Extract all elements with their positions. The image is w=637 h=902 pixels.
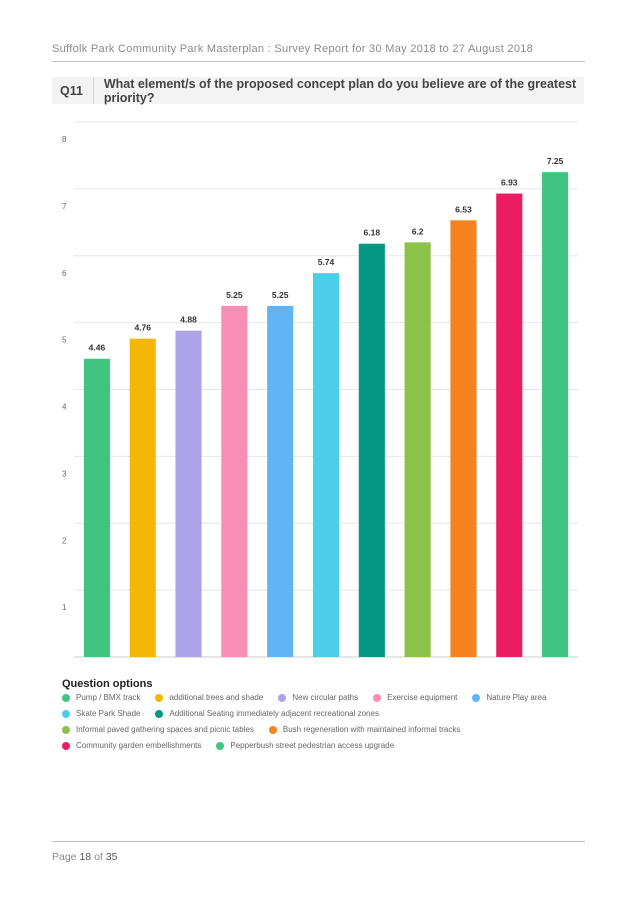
legend-swatch-icon — [278, 693, 287, 702]
legend-item: Additional Seating immediately adjacent … — [155, 709, 379, 718]
page-prefix: Page — [52, 851, 77, 863]
legend-swatch-icon — [62, 741, 70, 750]
bar — [312, 273, 340, 657]
legend-swatch-icon — [155, 693, 164, 702]
bar — [542, 172, 569, 657]
page-of: of — [94, 851, 103, 863]
bar — [450, 220, 477, 657]
bar-value-label: 4.88 — [180, 315, 197, 325]
bar-value-label: 5.25 — [272, 290, 289, 300]
legend-item: additional trees and shade — [155, 693, 263, 702]
bar — [129, 338, 156, 657]
legend-label: Pepperbush street pedestrian access upgr… — [230, 741, 395, 750]
legend-item: New circular paths — [278, 693, 358, 702]
bar — [358, 243, 385, 657]
legend-label: Nature Play area — [486, 693, 547, 702]
legend-item: Pump / BMX track — [62, 693, 140, 702]
legend-label: Pump / BMX track — [76, 693, 141, 702]
y-tick-label: 7 — [62, 202, 67, 211]
bar-value-label: 5.25 — [226, 290, 243, 300]
legend-item: Informal paved gathering spaces and picn… — [62, 725, 254, 734]
legend-label: Informal paved gathering spaces and picn… — [76, 725, 254, 734]
bar-value-label: 4.46 — [89, 343, 106, 353]
y-tick-label: 6 — [62, 269, 67, 278]
report-header: Suffolk Park Community Park Masterplan :… — [52, 43, 534, 55]
header-divider — [52, 61, 585, 62]
y-tick-label: 2 — [62, 536, 67, 545]
legend-label: Additional Seating immediately adjacent … — [169, 709, 379, 718]
legend-label: Exercise equipment — [387, 693, 458, 702]
bar — [175, 330, 202, 657]
bar-value-label: 6.93 — [501, 178, 518, 188]
bar-value-label: 5.74 — [318, 257, 335, 267]
bar — [267, 305, 294, 657]
bar-value-label: 6.2 — [412, 226, 424, 236]
bar — [496, 193, 523, 657]
legend-swatch-icon — [216, 741, 225, 750]
bar-value-label: 6.18 — [364, 228, 381, 238]
legend-label: additional trees and shade — [169, 693, 264, 702]
legend-swatch-icon — [373, 693, 382, 702]
legend-item: Exercise equipment — [373, 693, 457, 702]
page-number: 18 — [79, 851, 92, 863]
question-number: Q11 — [52, 77, 94, 104]
bar — [83, 358, 110, 657]
legend-label: Community garden embellishments — [76, 741, 202, 750]
question-banner: Q11 What element/s of the proposed conce… — [52, 76, 584, 105]
y-tick-label: 4 — [62, 403, 67, 412]
footer-divider — [52, 841, 585, 842]
legend-swatch-icon — [155, 709, 164, 718]
legend-row: Community garden embellishments Pepperbus… — [62, 741, 409, 750]
legend-swatch-icon — [268, 725, 277, 734]
legend-label: New circular paths — [292, 693, 359, 702]
bar-value-label: 6.53 — [455, 204, 472, 214]
y-tick-label: 3 — [62, 469, 67, 478]
question-text: What element/s of the proposed concept p… — [103, 76, 577, 105]
legend-row: Informal paved gathering spaces and picn… — [62, 725, 475, 734]
legend-swatch-icon — [62, 693, 70, 702]
y-tick-label: 5 — [62, 336, 67, 345]
legend-swatch-icon — [62, 725, 70, 734]
legend-label: Skate Park Shade — [76, 709, 141, 718]
legend-swatch-icon — [62, 709, 70, 718]
legend-item: Bush regeneration with maintained inform… — [268, 725, 461, 734]
legend-item: Community garden embellishments — [62, 741, 201, 750]
bar — [221, 305, 248, 657]
legend-item: Skate Park Shade — [62, 709, 140, 718]
bar-value-label: 7.25 — [547, 156, 564, 166]
y-tick-label: 8 — [62, 135, 67, 144]
legend-title: Question options — [62, 678, 153, 690]
bar-chart: 1 2 3 4 5 6 7 8 4.46 4.76 4.88 5.25 5.25 5.74 6.18 6.2 6… — [62, 121, 578, 658]
page-total: 35 — [105, 851, 118, 863]
legend-item: Nature Play area — [472, 693, 546, 702]
legend-row: Skate Park Shade Additional Seating immed… — [62, 709, 394, 718]
legend-item: Pepperbush street pedestrian access upgr… — [216, 741, 394, 750]
y-tick-label: 1 — [62, 603, 67, 612]
legend-row: Pump / BMX track additional trees and sha… — [62, 693, 561, 702]
bar-value-label: 4.76 — [134, 323, 151, 333]
page-footer: Page 18 of 35 — [52, 851, 117, 863]
bar — [404, 242, 431, 657]
legend-label: Bush regeneration with maintained inform… — [282, 725, 461, 734]
legend-swatch-icon — [472, 693, 481, 702]
